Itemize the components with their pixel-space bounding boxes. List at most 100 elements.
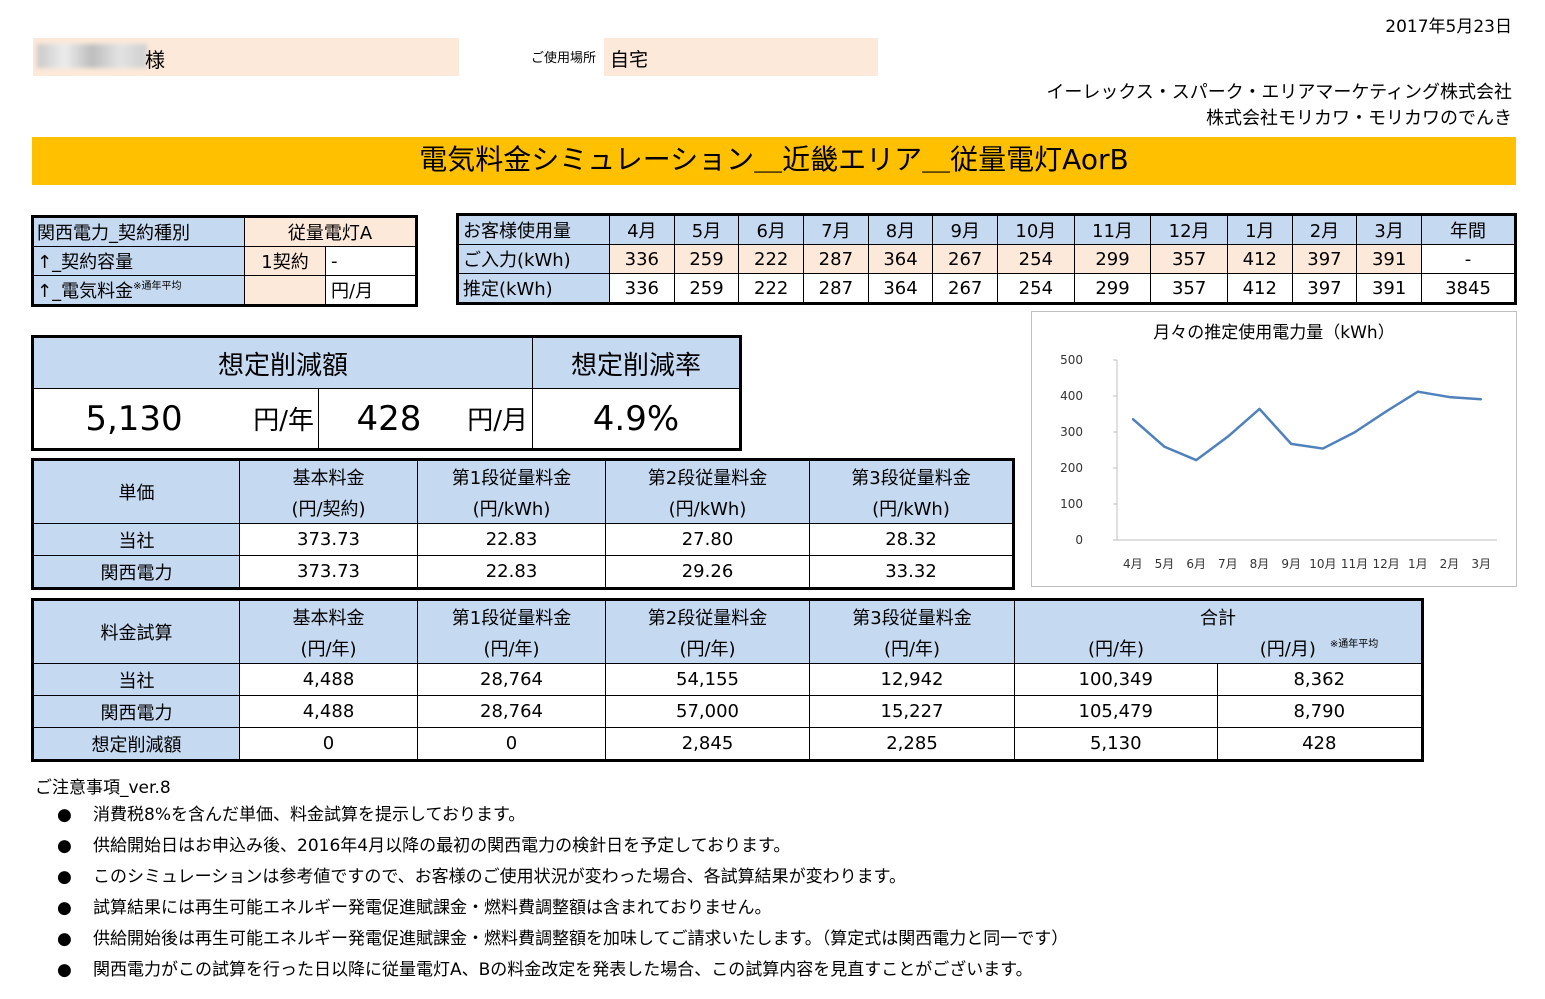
usage-input-cell[interactable]: 254 — [997, 244, 1075, 274]
place-value: 自宅 — [610, 49, 649, 71]
usage-input-cell[interactable]: 299 — [1073, 244, 1152, 274]
company-name-1: イーレックス・スパーク・エリアマーケティング株式会社 — [1046, 82, 1512, 103]
month-header: 4月 — [609, 214, 675, 245]
calc-row: 想定削減額 0 0 2,845 2,285 5,130 428 — [32, 727, 1423, 761]
chart-x-tick-label: 8月 — [1250, 557, 1270, 571]
contract-table: 関西電力_契約種別 従量電灯A ↑_契約容量 1契約 - ↑_電気料金※通年平均… — [31, 215, 418, 307]
chart-x-tick-label: 2月 — [1440, 557, 1460, 571]
usage-input-cell[interactable]: 391 — [1356, 244, 1422, 274]
calc-cell: 8,790 — [1216, 695, 1423, 728]
usage-est-cell: 299 — [1073, 273, 1152, 304]
unit-price-corner: 単価 — [32, 459, 240, 524]
contract-fee-label: ↑_電気料金※通年平均 — [32, 275, 245, 306]
customer-name-redacted — [37, 44, 147, 68]
note-text: このシミュレーションは参考値ですので、お客様のご使用状況が変わった場合、各試算結… — [93, 867, 906, 887]
usage-est-cell: 357 — [1150, 273, 1228, 304]
usage-input-cell[interactable]: 336 — [609, 244, 675, 274]
calc-cell: 428 — [1216, 727, 1423, 761]
contract-type-label: 関西電力_契約種別 — [32, 216, 245, 247]
usage-input-cell[interactable]: 357 — [1150, 244, 1228, 274]
usage-est-cell: 287 — [803, 273, 869, 304]
usage-header-row: お客様使用量 4月 5月 6月 7月 8月 9月 10月 11月 12月 1月 … — [457, 214, 1516, 245]
savings-year-value: 5,130 — [32, 388, 234, 450]
note-item: ● 供給開始日はお申込み後、2016年4月以降の最初の関西電力の検針日を予定してお… — [35, 831, 1068, 862]
chart-x-tick-label: 10月 — [1309, 557, 1336, 571]
month-header: 5月 — [673, 214, 740, 245]
usage-input-label: ご入力(kWh) — [457, 244, 610, 274]
contract-row: 関西電力_契約種別 従量電灯A — [32, 216, 417, 247]
unit-price-unit: (円/kWh) — [605, 492, 810, 524]
calc-cell: 8,362 — [1216, 663, 1423, 696]
chart-data-point — [1131, 418, 1134, 421]
calc-cell: 15,227 — [809, 695, 1015, 728]
usage-est-cell: 259 — [673, 273, 740, 304]
usage-input-cell[interactable]: 287 — [803, 244, 869, 274]
calc-header: 基本料金 — [239, 599, 418, 632]
usage-input-cell[interactable]: 222 — [738, 244, 805, 274]
unit-price-table: 単価 基本料金 第1段従量料金 第2段従量料金 第3段従量料金 (円/契約) (… — [31, 458, 1015, 590]
chart-x-tick-label: 6月 — [1186, 557, 1206, 571]
note-item: ● 試算結果には再生可能エネルギー発電促進賦課金・燃料費調整額は含まれておりません… — [35, 893, 1068, 924]
usage-input-cell[interactable]: 412 — [1226, 244, 1293, 274]
calc-cell: 12,942 — [809, 663, 1015, 696]
note-item: ● 消費税8%を含んだ単価、料金試算を提示しております。 — [35, 800, 1068, 831]
usage-input-annual: - — [1421, 244, 1516, 274]
chart-y-tick-label: 0 — [1075, 533, 1083, 547]
savings-rate-value: 4.9% — [532, 388, 741, 450]
chart-y-tick-label: 500 — [1060, 353, 1083, 367]
month-header: 9月 — [932, 214, 999, 245]
bullet-icon: ● — [57, 960, 72, 980]
chart-x-tick-label: 9月 — [1281, 557, 1301, 571]
unit-price-row: 関西電力 373.73 22.83 29.26 33.32 — [32, 555, 1014, 589]
usage-est-cell: 397 — [1291, 273, 1358, 304]
calc-cell: 2,845 — [605, 727, 810, 761]
unit-price-header: 第3段従量料金 — [809, 459, 1014, 492]
customer-honorific: 様 — [145, 48, 165, 72]
calc-unit: (円/年) — [605, 632, 810, 664]
bullet-icon: ● — [57, 836, 72, 856]
contract-capacity-unit: - — [325, 246, 417, 276]
calc-subheader-row: (円/年) (円/年) (円/年) (円/年) (円/年) (円/月) ※通年平均 — [33, 632, 1423, 664]
contract-capacity-value: 1契約 — [244, 246, 326, 276]
calc-unit: (円/年) — [417, 632, 606, 664]
usage-input-cell[interactable]: 364 — [867, 244, 934, 274]
notes-list: ● 消費税8%を含んだ単価、料金試算を提示しております。 ● 供給開始日はお申込み後… — [35, 800, 1068, 986]
chart-y-tick-label: 100 — [1060, 497, 1083, 511]
note-item: ● 関西電力がこの試算を行った日以降に従量電灯A、Bの料金改定を発表した場合、この… — [35, 955, 1068, 986]
calc-total-year-unit: (円/年) — [1014, 632, 1217, 664]
calc-total-month-unit: (円/月) — [1259, 638, 1316, 660]
calc-table: 料金試算 基本料金 第1段従量料金 第2段従量料金 第3段従量料金 合計 (円/… — [31, 598, 1424, 762]
chart-x-tick-label: 12月 — [1373, 557, 1400, 571]
chart-data-point — [1416, 390, 1419, 393]
usage-input-cell[interactable]: 267 — [932, 244, 999, 274]
month-header: 2月 — [1291, 214, 1358, 245]
savings-month-unit: 円/月 — [459, 388, 533, 450]
calc-cell: 57,000 — [605, 695, 810, 728]
savings-amount-header: 想定削減額 — [32, 336, 533, 389]
chart-x-tick-label: 4月 — [1123, 557, 1143, 571]
note-item: ● 供給開始後は再生可能エネルギー発電促進賦課金・燃料費調整額を加味してご請求いた… — [35, 924, 1068, 955]
bullet-icon: ● — [57, 929, 72, 949]
usage-est-row: 推定(kWh) 336 259 222 287 364 267 254 299 … — [457, 273, 1516, 304]
month-header: 7月 — [803, 214, 869, 245]
chart-x-tick-label: 11月 — [1341, 557, 1368, 571]
usage-table: お客様使用量 4月 5月 6月 7月 8月 9月 10月 11月 12月 1月 … — [456, 213, 1517, 305]
calc-cell: 4,488 — [239, 663, 418, 696]
usage-input-cell[interactable]: 397 — [1291, 244, 1358, 274]
calc-total-header: 合計 — [1014, 599, 1423, 632]
unit-price-unit: (円/契約) — [239, 492, 418, 524]
bullet-icon: ● — [57, 867, 72, 887]
calc-corner: 料金試算 — [32, 599, 240, 664]
chart-title: 月々の推定使用電力量（kWh） — [1153, 322, 1394, 343]
chart-data-point — [1226, 435, 1229, 438]
page-title: 電気料金シミュレーション＿近畿エリア＿従量電灯AorB — [32, 137, 1516, 185]
unit-price-row: 当社 373.73 22.83 27.80 28.32 — [32, 523, 1014, 556]
usage-input-cell[interactable]: 259 — [673, 244, 740, 274]
chart-data-point — [1448, 396, 1451, 399]
month-header: 12月 — [1150, 214, 1228, 245]
note-text: 試算結果には再生可能エネルギー発電促進賦課金・燃料費調整額は含まれておりません。 — [93, 898, 772, 918]
calc-row-label: 関西電力 — [32, 695, 240, 728]
savings-value-row: 5,130 円/年 428 円/月 4.9% — [32, 388, 741, 450]
unit-price-cell: 373.73 — [239, 555, 418, 589]
calc-cell: 54,155 — [605, 663, 810, 696]
